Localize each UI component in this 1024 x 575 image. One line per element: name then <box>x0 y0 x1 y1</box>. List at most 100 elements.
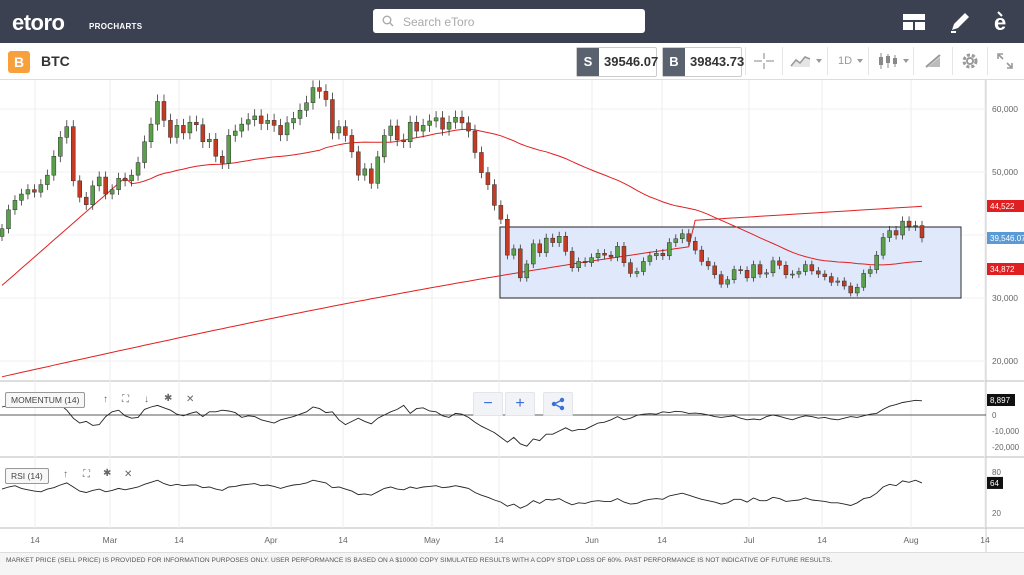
candle-body <box>64 126 70 138</box>
candle-body <box>518 248 523 279</box>
settings-button[interactable] <box>952 47 987 75</box>
short-moving-average-line <box>1 128 923 286</box>
candle-style-button[interactable] <box>868 47 913 75</box>
expand-icon[interactable]: ⛶ <box>122 394 129 405</box>
candle-body <box>388 125 393 136</box>
candle-body <box>686 233 692 242</box>
candle-body <box>511 248 517 256</box>
candle-body <box>330 99 335 134</box>
candle-body <box>861 273 866 288</box>
disclaimer-footer: MARKET PRICE (SELL PRICE) IS PROVIDED FO… <box>0 552 1024 575</box>
candle-body <box>803 264 808 272</box>
search-icon <box>382 15 394 27</box>
x-tick-label: 14 <box>174 535 184 545</box>
candle-body <box>608 254 614 258</box>
search-input[interactable] <box>401 12 640 32</box>
candle-body <box>343 126 348 136</box>
candle-body <box>602 253 607 256</box>
layout-icon[interactable] <box>900 8 928 36</box>
zoom-in-button[interactable]: + <box>505 392 535 416</box>
candle-body <box>12 200 18 211</box>
candle-body <box>310 87 316 103</box>
instrument-symbol[interactable]: BTC <box>41 53 70 69</box>
etoro-logo[interactable]: etoro <box>12 10 65 35</box>
candle-body <box>239 123 244 132</box>
momentum-indicator-label[interactable]: MOMENTUM (14) <box>5 392 86 408</box>
chevron-down-icon <box>903 59 909 63</box>
candlestick-icon <box>879 53 897 69</box>
candle-body <box>718 274 724 285</box>
candle-body <box>699 249 704 262</box>
buy-price-box[interactable]: B 39843.73 <box>662 47 745 77</box>
candle-body <box>187 121 193 134</box>
share-button[interactable] <box>543 392 573 416</box>
close-icon[interactable]: ✕ <box>124 469 133 480</box>
search-box[interactable] <box>373 9 645 33</box>
candle-body <box>174 125 180 138</box>
candle-body <box>673 238 679 243</box>
x-tick-label: 14 <box>30 535 40 545</box>
zoom-out-button[interactable]: − <box>473 392 503 416</box>
candle-body <box>874 254 879 270</box>
candle-body <box>809 264 815 272</box>
momentum-tick-label: 0 <box>992 411 997 420</box>
disclaimer-text: MARKET PRICE (SELL PRICE) IS PROVIDED FO… <box>6 557 833 564</box>
close-icon[interactable]: ✕ <box>186 394 195 405</box>
price-chart[interactable]: 14 Mar 14 Apr 14 May 14 Jun 14 Jul 14 Aug 14 60,000 50… <box>0 80 1024 552</box>
candle-body <box>362 168 368 176</box>
candle-body <box>207 138 212 143</box>
candle-body <box>71 126 76 182</box>
candle-body <box>38 184 44 193</box>
sell-price-box[interactable]: S 39546.07 <box>576 47 658 77</box>
crosshair-button[interactable] <box>745 47 782 75</box>
candle-body <box>829 276 834 283</box>
rsi-value-label: 64 <box>990 479 999 488</box>
candle-body <box>531 243 536 265</box>
candle-body <box>394 125 400 141</box>
momentum-tick-label: -10,000 <box>992 427 1020 436</box>
candle-body <box>654 253 659 257</box>
candle-body <box>304 102 309 111</box>
candle-body <box>407 121 413 143</box>
line-chart-icon <box>790 56 811 67</box>
price-marker-label: 44,522 <box>990 202 1015 211</box>
candle-body <box>919 225 925 239</box>
chart-toolbar: B BTC S 39546.07 B 39843.73 1D <box>0 43 1024 80</box>
share-icon <box>551 397 565 411</box>
x-tick-label: 14 <box>980 535 990 545</box>
candle-body <box>382 135 387 158</box>
candle-body <box>492 184 497 206</box>
momentum-tick-label: -20,000 <box>992 443 1020 452</box>
fullscreen-button[interactable] <box>987 47 1024 75</box>
candle-body <box>556 236 562 243</box>
gear-icon[interactable]: ✱ <box>103 468 112 479</box>
candle-body <box>284 122 290 136</box>
draw-pen-icon[interactable] <box>946 8 974 36</box>
candle-body <box>680 233 685 240</box>
candle-body <box>725 279 730 285</box>
drawing-tools-button[interactable] <box>913 47 952 75</box>
rsi-indicator-label[interactable]: RSI (14) <box>5 468 49 484</box>
x-tick-label: Jul <box>744 535 755 545</box>
candle-body <box>913 225 918 227</box>
down-arrow-icon[interactable]: ↓ <box>144 394 149 405</box>
gear-icon[interactable]: ✱ <box>164 393 173 404</box>
expand-icon[interactable]: ⛶ <box>83 469 90 480</box>
candle-body <box>906 220 912 227</box>
timeframe-button[interactable]: 1D <box>827 47 868 75</box>
candle-body <box>148 123 154 143</box>
up-arrow-icon[interactable]: ↑ <box>63 469 68 480</box>
candle-body <box>472 130 478 153</box>
candle-body <box>142 141 147 163</box>
chart-type-button[interactable] <box>782 47 827 75</box>
candle-body <box>356 151 361 176</box>
buy-price: 39843.73 <box>690 54 745 69</box>
chevron-down-icon <box>857 59 863 63</box>
etoro-e-icon[interactable]: e <box>990 8 1018 36</box>
y-tick-label: 20,000 <box>992 356 1018 366</box>
x-tick-label: Mar <box>103 535 118 545</box>
candle-body <box>764 272 769 275</box>
up-arrow-icon[interactable]: ↑ <box>103 394 108 405</box>
x-tick-label: 14 <box>657 535 667 545</box>
chart-area[interactable]: 14 Mar 14 Apr 14 May 14 Jun 14 Jul 14 Aug 14 60,000 50… <box>0 80 1024 552</box>
